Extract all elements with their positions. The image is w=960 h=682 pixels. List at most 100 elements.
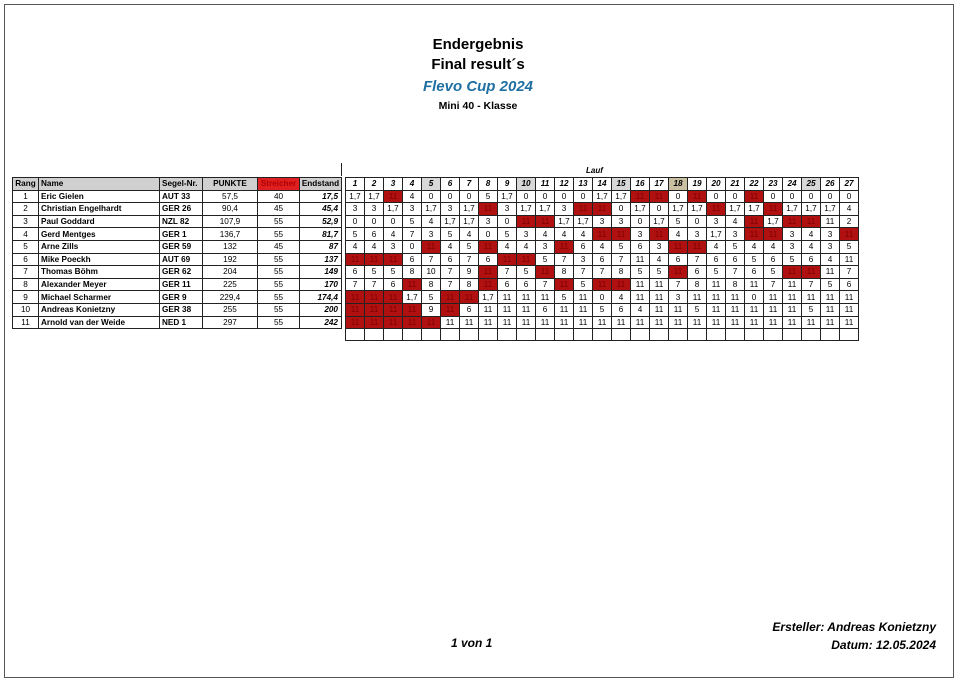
race-result-cell: 4 bbox=[725, 214, 745, 229]
race-result-cell: 4 bbox=[364, 239, 384, 254]
rank-cell: 3 bbox=[12, 214, 39, 229]
race-result-cell: 11 bbox=[630, 290, 650, 304]
race-result-cell: 5 bbox=[516, 265, 536, 279]
blank-cell bbox=[160, 329, 203, 341]
race-result-cell: 11 bbox=[649, 277, 669, 292]
race-result-cell: 7 bbox=[440, 265, 460, 279]
rank-cell: 5 bbox=[12, 239, 39, 254]
race-result-cell: 11 bbox=[744, 277, 764, 292]
race-result-cell: 11 bbox=[516, 252, 536, 267]
race-result-cell: 4 bbox=[516, 239, 536, 254]
points-cell: 90,4 bbox=[202, 202, 258, 216]
race-result-cell: 11 bbox=[573, 315, 593, 330]
points-cell: 297 bbox=[202, 315, 258, 330]
table-row: 2 Christian Engelhardt GER 26 90,4 45 45,4 3 3 1… bbox=[12, 202, 859, 216]
race-result-cell: 5 bbox=[839, 239, 859, 254]
blank-cell bbox=[687, 328, 707, 342]
name-cell: Alexander Meyer bbox=[38, 277, 160, 292]
race-result-cell: 7 bbox=[402, 227, 422, 241]
name-cell: Andreas Konietzny bbox=[38, 302, 160, 317]
header-race-4: 4 bbox=[402, 177, 422, 191]
race-result-cell: 6 bbox=[801, 252, 821, 267]
race-result-cell: 11 bbox=[839, 302, 859, 317]
race-result-cell: 3 bbox=[535, 239, 555, 254]
race-result-cell: 11 bbox=[592, 202, 612, 216]
race-result-cell: 11 bbox=[668, 239, 688, 254]
race-result-cell: 3 bbox=[592, 214, 612, 229]
race-result-cell: 0 bbox=[440, 189, 460, 204]
blank-cell bbox=[459, 328, 479, 342]
race-result-cell: 11 bbox=[364, 252, 384, 267]
race-result-cell: 11 bbox=[763, 290, 783, 304]
race-result-cell: 4 bbox=[801, 227, 821, 241]
race-result-cell: 7 bbox=[554, 252, 574, 267]
blank-cell bbox=[203, 329, 258, 341]
final-score-cell: 200 bbox=[299, 302, 342, 317]
race-result-cell: 7 bbox=[421, 252, 441, 267]
header-race-27: 27 bbox=[839, 177, 859, 191]
race-result-cell: 11 bbox=[383, 302, 403, 317]
points-cell: 57,5 bbox=[202, 189, 258, 204]
race-result-cell: 11 bbox=[592, 227, 612, 241]
header-race-6: 6 bbox=[440, 177, 460, 191]
race-result-cell: 2 bbox=[839, 214, 859, 229]
race-result-cell: 11 bbox=[820, 214, 840, 229]
points-cell: 255 bbox=[202, 302, 258, 317]
race-result-cell: 1,7 bbox=[706, 227, 726, 241]
race-result-cell: 8 bbox=[725, 277, 745, 292]
race-result-cell: 3 bbox=[383, 239, 403, 254]
race-result-cell: 3 bbox=[554, 202, 574, 216]
race-result-cell: 0 bbox=[687, 214, 707, 229]
race-result-cell: 1,7 bbox=[516, 202, 536, 216]
race-result-cell: 11 bbox=[744, 214, 764, 229]
header-race-20: 20 bbox=[706, 177, 726, 191]
blank-cell bbox=[497, 328, 517, 342]
race-result-cell: 11 bbox=[649, 315, 669, 330]
title-final-results: Final result´s bbox=[431, 56, 525, 73]
race-result-cell: 3 bbox=[725, 227, 745, 241]
race-result-cell: 11 bbox=[478, 239, 498, 254]
race-result-cell: 11 bbox=[364, 302, 384, 317]
race-result-cell: 3 bbox=[516, 227, 536, 241]
header-race-10: 10 bbox=[516, 177, 536, 191]
race-result-cell: 5 bbox=[345, 227, 365, 241]
race-result-cell: 1,7 bbox=[554, 214, 574, 229]
race-result-cell: 6 bbox=[459, 302, 479, 317]
race-result-cell: 8 bbox=[554, 265, 574, 279]
race-result-cell: 3 bbox=[668, 290, 688, 304]
race-result-cell: 5 bbox=[725, 239, 745, 254]
sail-number-cell: GER 26 bbox=[159, 202, 203, 216]
blank-cell bbox=[516, 328, 536, 342]
header-rang: Rang bbox=[12, 177, 39, 191]
race-result-cell: 0 bbox=[554, 189, 574, 204]
name-cell: Thomas Böhm bbox=[38, 265, 160, 279]
race-result-cell: 1,7 bbox=[497, 189, 517, 204]
race-result-cell: 6 bbox=[364, 227, 384, 241]
blank-cell bbox=[421, 328, 441, 342]
race-result-cell: 6 bbox=[478, 252, 498, 267]
race-result-cell: 11 bbox=[649, 189, 669, 204]
header-race-16: 16 bbox=[630, 177, 650, 191]
race-result-cell: 1,7 bbox=[744, 202, 764, 216]
race-result-cell: 1,7 bbox=[725, 202, 745, 216]
race-result-cell: 4 bbox=[668, 227, 688, 241]
race-result-cell: 5 bbox=[364, 265, 384, 279]
header-race-17: 17 bbox=[649, 177, 669, 191]
race-result-cell: 11 bbox=[668, 302, 688, 317]
rank-cell: 11 bbox=[12, 315, 39, 330]
race-result-cell: 0 bbox=[763, 189, 783, 204]
race-result-cell: 11 bbox=[839, 315, 859, 330]
race-result-cell: 4 bbox=[383, 227, 403, 241]
race-result-cell: 6 bbox=[611, 302, 631, 317]
name-cell: Arne Zills bbox=[38, 239, 160, 254]
race-result-cell: 5 bbox=[630, 265, 650, 279]
race-result-cell: 11 bbox=[782, 265, 802, 279]
race-result-cell: 11 bbox=[801, 214, 821, 229]
race-result-cell: 4 bbox=[573, 227, 593, 241]
race-result-cell: 11 bbox=[554, 315, 574, 330]
race-result-cell: 1,7 bbox=[801, 202, 821, 216]
header-race-14: 14 bbox=[592, 177, 612, 191]
race-result-cell: 1,7 bbox=[478, 290, 498, 304]
race-result-cell: 7 bbox=[459, 252, 479, 267]
table-row: 5 Arne Zills GER 59 132 45 87 4 4 3 0 11 4 5 11 4 4 3 11 6… bbox=[12, 239, 859, 254]
